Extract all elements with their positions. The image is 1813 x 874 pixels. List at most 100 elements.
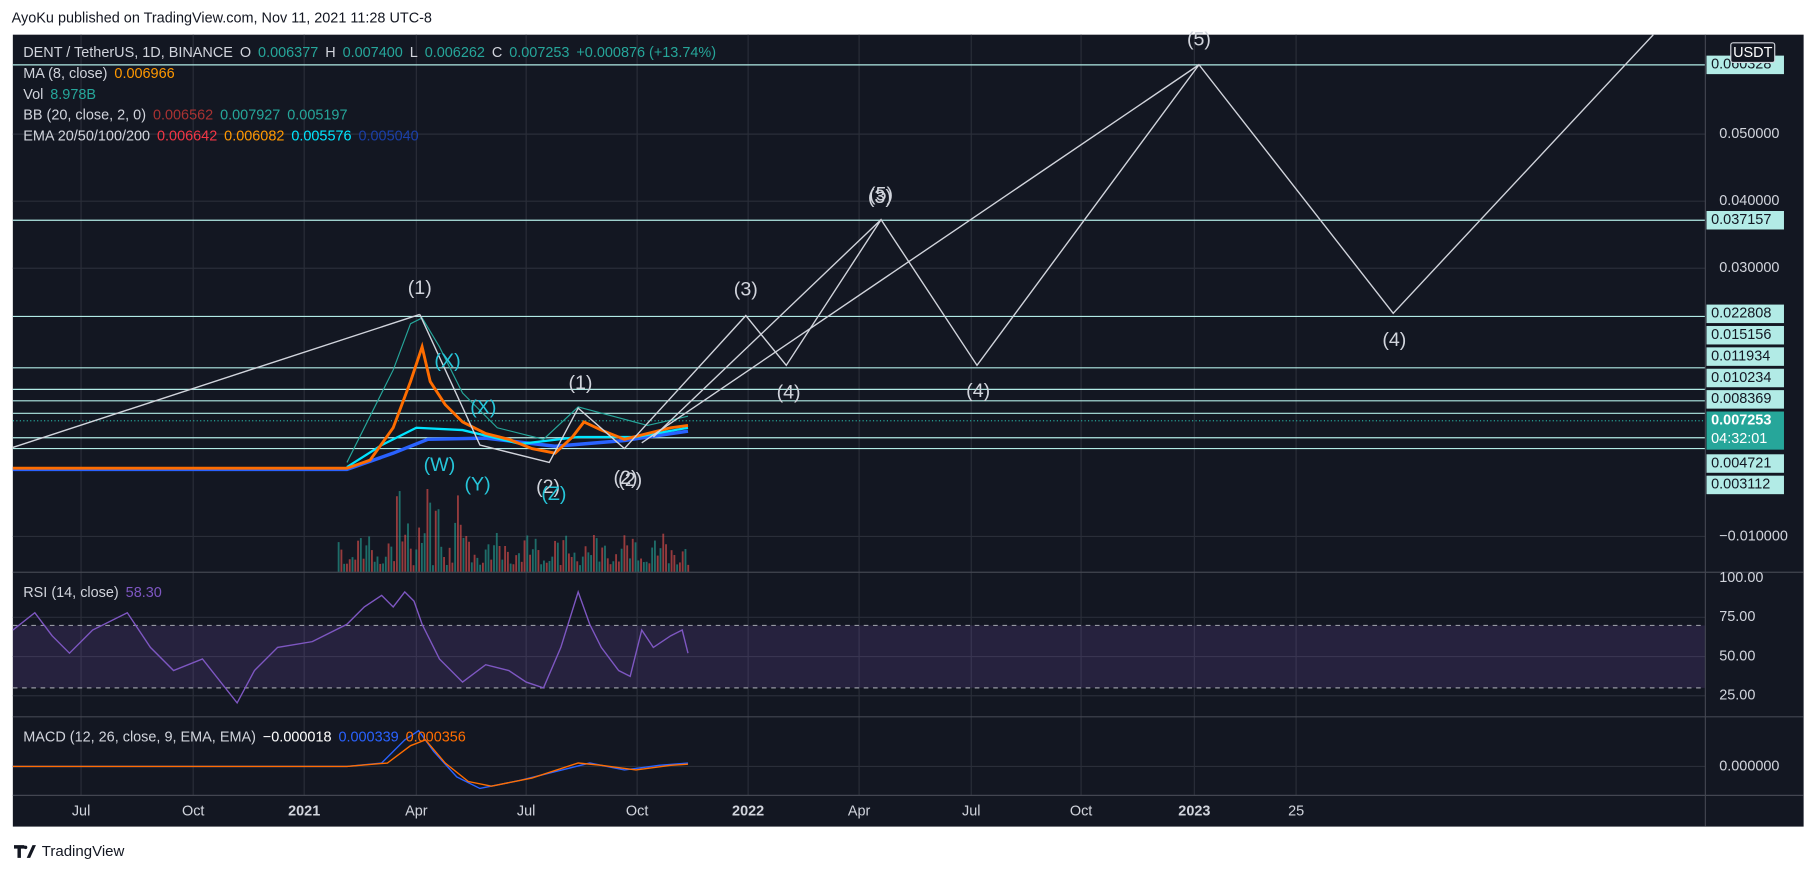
wave-label: (W) xyxy=(424,454,456,476)
volume-bar xyxy=(523,540,526,573)
price-label: 0.011934 xyxy=(1711,348,1770,364)
volume-bar xyxy=(384,556,387,573)
volume xyxy=(337,488,690,573)
volume-bar xyxy=(531,549,534,573)
price-label-bg xyxy=(1706,347,1784,366)
bb-line xyxy=(346,317,689,463)
volume-bar xyxy=(634,542,637,573)
volume-bar xyxy=(579,565,581,573)
volume-bar xyxy=(398,491,401,573)
volume-bar xyxy=(401,541,404,573)
volume-bar xyxy=(623,535,626,573)
price-label-bg xyxy=(1706,454,1784,473)
price-label-bg xyxy=(1706,475,1784,495)
legend-item: MACD (12, 26, close, 9, EMA, EMA) xyxy=(23,729,256,745)
volume-bar xyxy=(620,548,623,573)
wave-label: (3) xyxy=(734,278,758,300)
legend-item: H xyxy=(325,45,335,61)
chart-bg xyxy=(12,34,1804,827)
volume-bar xyxy=(465,535,468,573)
volume-bar xyxy=(512,564,515,573)
legend-item: 0.006562 xyxy=(153,107,213,123)
y-tick-label: 0.030000 xyxy=(1719,260,1779,276)
volume-bar xyxy=(426,488,429,573)
wave-label: (4) xyxy=(1382,329,1406,351)
x-tick-label: 25 xyxy=(1288,803,1304,819)
x-tick-label: Apr xyxy=(848,803,871,819)
legend-item: 8.978B xyxy=(50,87,96,103)
volume-bar xyxy=(481,562,484,573)
legend-item: 0.006642 xyxy=(157,128,217,144)
volume-bar xyxy=(642,562,645,573)
rsi-tick-label: 75.00 xyxy=(1719,609,1755,625)
volume-bar xyxy=(362,558,365,573)
volume-bar xyxy=(537,550,540,573)
volume-bar xyxy=(673,555,676,573)
volume-bar xyxy=(462,537,465,573)
volume-bar xyxy=(390,546,393,573)
volume-bar xyxy=(645,561,648,573)
volume-bar xyxy=(545,562,548,573)
labels: Jul Oct 2021 Apr Jul Oct 2022 Apr Jul Oct 2023 25 0.… xyxy=(23,29,1788,820)
volume-bar xyxy=(432,565,434,573)
volume-bar xyxy=(429,502,432,573)
wave-label: (2) xyxy=(614,467,638,489)
legend-item: 0.006082 xyxy=(224,128,284,144)
volume-bar xyxy=(554,540,556,573)
wave-label: (3) xyxy=(868,186,892,208)
x-tick-label: Oct xyxy=(626,803,648,819)
volume-bar xyxy=(409,548,412,573)
volume-bar xyxy=(445,564,448,573)
legend-row: DENT / TetherUS, 1D, BINANCE O 0.006377 H 0.… xyxy=(23,45,716,61)
currency-box xyxy=(1730,42,1776,64)
price-label-bg xyxy=(1706,390,1784,409)
price-line xyxy=(12,341,689,470)
wave-label: (2) xyxy=(618,469,642,491)
volume-bar xyxy=(626,545,629,573)
volume-bar xyxy=(670,550,673,573)
wave-line xyxy=(419,34,1654,464)
wave-label: (Y) xyxy=(464,474,490,496)
x-tick-label: Apr xyxy=(405,803,428,819)
volume-bar xyxy=(473,554,476,573)
volume-bar xyxy=(570,557,573,573)
brand: TradingView xyxy=(42,843,125,860)
legend-item: 0.007927 xyxy=(220,107,280,123)
wave-label: (5) xyxy=(869,184,893,206)
volume-bar xyxy=(654,540,656,573)
wave-label: (Z) xyxy=(541,483,566,505)
wave-label: (5) xyxy=(1187,29,1211,51)
rsi-line xyxy=(12,589,689,705)
y-tick-label: 0.050000 xyxy=(1719,126,1779,142)
legend-item: 0.005040 xyxy=(358,128,418,144)
y-tick-label: −0.010000 xyxy=(1719,528,1788,544)
rsi-tick-label: 50.00 xyxy=(1719,648,1755,664)
volume-bar xyxy=(337,542,340,573)
volume-bar xyxy=(581,556,584,573)
volume-bar xyxy=(420,542,423,573)
legend-item: Vol xyxy=(23,87,43,103)
price-label-bg xyxy=(1706,304,1784,324)
ema-line xyxy=(346,426,689,469)
volume-bar xyxy=(506,551,509,573)
volume-bar xyxy=(529,554,532,573)
volume-bar xyxy=(476,557,479,573)
wave-label: (1) xyxy=(568,372,592,394)
price-label: 0.004721 xyxy=(1711,455,1771,471)
volume-bar xyxy=(609,564,612,573)
volume-bar xyxy=(584,546,587,573)
volume-bar xyxy=(617,561,620,573)
legend-item: DENT / TetherUS, 1D, BINANCE xyxy=(23,45,233,61)
volume-bar xyxy=(382,563,384,573)
volume-bar xyxy=(681,551,684,573)
volume-bar xyxy=(468,541,470,573)
volume-bar xyxy=(534,538,537,573)
legend-item: MA (8, close) xyxy=(23,66,107,82)
volume-bar xyxy=(556,542,559,573)
legend-row: EMA 20/50/100/200 0.006642 0.006082 0.00557… xyxy=(23,128,418,144)
volume-bar xyxy=(373,561,376,573)
volume-bar xyxy=(565,535,568,573)
volume-bar xyxy=(543,560,545,573)
legend-item: 0.005197 xyxy=(287,107,347,123)
volume-bar xyxy=(509,563,512,573)
